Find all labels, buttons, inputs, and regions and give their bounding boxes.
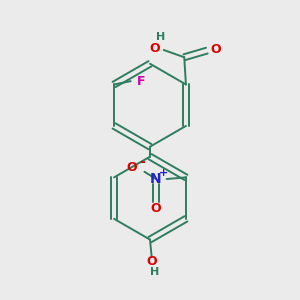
Text: O: O <box>210 44 221 56</box>
Text: +: + <box>159 168 168 178</box>
Text: H: H <box>150 267 159 277</box>
Text: O: O <box>146 255 157 268</box>
Text: N: N <box>150 172 162 186</box>
Text: O: O <box>127 161 137 174</box>
Text: F: F <box>136 75 145 88</box>
Text: -: - <box>140 155 145 169</box>
Text: O: O <box>149 42 160 55</box>
Text: O: O <box>151 202 161 215</box>
Text: H: H <box>156 32 165 42</box>
